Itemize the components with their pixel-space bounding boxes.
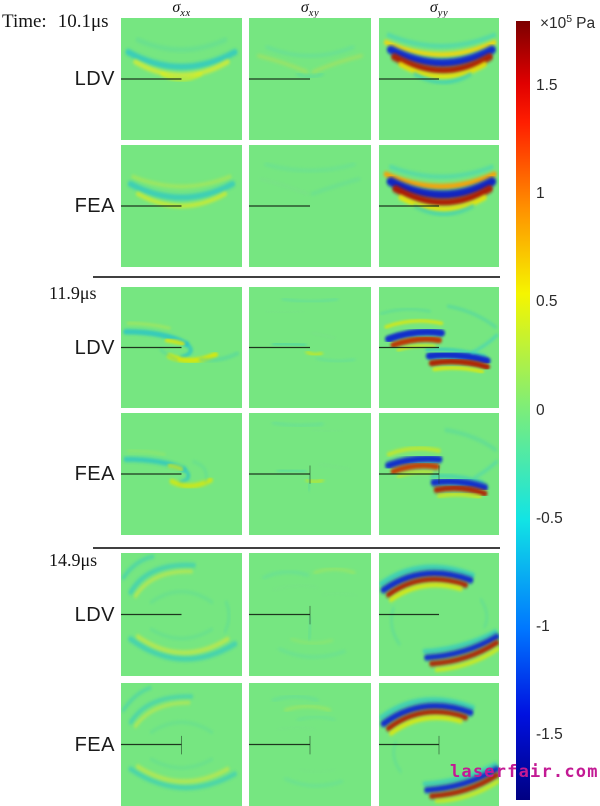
colorbar-tick-label: -1.5	[536, 726, 563, 744]
panel-14us-ldv-sigma-xy	[249, 553, 371, 676]
time-value-2: 11.9μs	[49, 283, 97, 303]
sigma-subscript: xx	[180, 8, 191, 20]
sigma-subscript: yy	[437, 8, 449, 20]
colorbar-tick-label: 0.5	[536, 293, 558, 311]
panel-10us-ldv-sigma-xx	[121, 18, 242, 140]
panel-14us-fea-sigma-xy	[249, 683, 371, 806]
colorbar-tick-label: 0	[536, 401, 545, 419]
unit-suffix: Pa	[576, 15, 596, 33]
section-divider-2	[93, 547, 500, 549]
panel-11us-ldv-sigma-xy	[249, 287, 371, 408]
section-divider-1	[93, 276, 500, 278]
column-header-sigma-xx: σxx	[121, 0, 242, 20]
panel-14us-ldv-sigma-xx	[121, 553, 242, 676]
panel-14us-fea-sigma-xx	[121, 683, 242, 806]
panel-11us-fea-sigma-xy	[249, 413, 371, 535]
row-label-fea-1: FEA	[74, 195, 115, 217]
panel-10us-fea-sigma-xy	[249, 145, 371, 267]
row-label-fea-3: FEA	[74, 734, 115, 756]
panel-10us-ldv-sigma-xy	[249, 18, 371, 140]
colorbar-tick-label: -1	[536, 617, 550, 635]
time-prefix: Time:	[2, 11, 47, 32]
time-label-section2: 11.9μs	[49, 283, 97, 304]
time-label-section3: 14.9μs	[49, 550, 97, 571]
unit-exponent: 5	[566, 13, 573, 25]
panel-10us-fea-sigma-yy	[379, 145, 499, 267]
panel-10us-fea-sigma-xx	[121, 145, 242, 267]
row-label-ldv-1: LDV	[74, 68, 115, 90]
panel-11us-ldv-sigma-xx	[121, 287, 242, 408]
row-label-ldv-2: LDV	[74, 337, 115, 359]
unit-prefix: ×10	[540, 15, 567, 33]
time-value-1: 10.1μs	[57, 11, 109, 32]
panel-14us-fea-sigma-yy	[379, 683, 499, 806]
panel-11us-fea-sigma-yy	[379, 413, 499, 535]
sigma-symbol: σ	[300, 0, 309, 16]
row-label-fea-2: FEA	[74, 463, 115, 485]
panel-10us-ldv-sigma-yy	[379, 18, 499, 140]
column-header-sigma-yy: σyy	[379, 0, 499, 20]
watermark: laserfair.com	[450, 762, 599, 782]
colorbar-unit-label: ×105 Pa	[540, 13, 595, 33]
sigma-symbol: σ	[429, 0, 438, 16]
colorbar	[516, 21, 530, 800]
colorbar-tick-label: -0.5	[536, 509, 563, 527]
panel-14us-ldv-sigma-yy	[379, 553, 499, 676]
time-value-3: 14.9μs	[49, 550, 98, 570]
time-label-section1: Time: 10.1μs	[2, 11, 109, 33]
sigma-symbol: σ	[172, 0, 181, 16]
row-label-ldv-3: LDV	[74, 604, 115, 626]
colorbar-tick-label: 1.5	[536, 76, 558, 94]
colorbar-tick-label: 1	[536, 185, 545, 203]
panel-11us-fea-sigma-xx	[121, 413, 242, 535]
column-header-sigma-xy: σxy	[249, 0, 371, 20]
sigma-subscript: xy	[308, 8, 320, 20]
panel-11us-ldv-sigma-yy	[379, 287, 499, 408]
colorbar-ticks: 1.5 1 0.5 0 -0.5 -1 -1.5	[536, 21, 578, 800]
